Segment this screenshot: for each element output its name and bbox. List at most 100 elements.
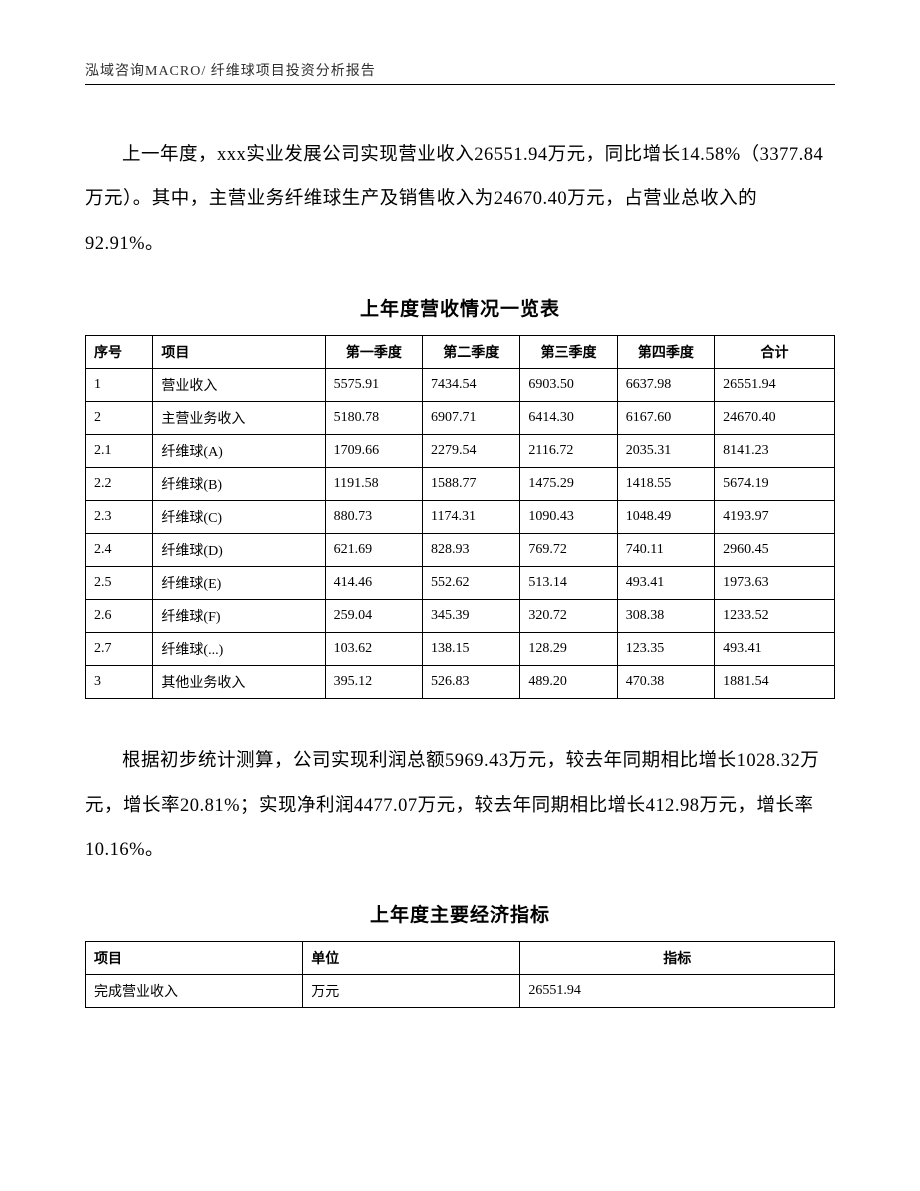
table-row: 2.6纤维球(F)259.04345.39320.72308.381233.52	[86, 600, 835, 633]
table-cell: 完成营业收入	[86, 975, 303, 1008]
col-q4: 第四季度	[617, 336, 714, 369]
table-cell: 2279.54	[423, 435, 520, 468]
table-cell: 1	[86, 369, 153, 402]
col-seq: 序号	[86, 336, 153, 369]
col-q2: 第二季度	[423, 336, 520, 369]
table-cell: 2960.45	[715, 534, 835, 567]
table-cell: 2.6	[86, 600, 153, 633]
table-cell: 6903.50	[520, 369, 617, 402]
table-cell: 1709.66	[325, 435, 422, 468]
table-row: 完成营业收入万元26551.94	[86, 975, 835, 1008]
col-indicator: 指标	[520, 942, 835, 975]
table-cell: 128.29	[520, 633, 617, 666]
table-cell: 2116.72	[520, 435, 617, 468]
table-cell: 纤维球(C)	[153, 501, 325, 534]
revenue-table: 序号 项目 第一季度 第二季度 第三季度 第四季度 合计 1营业收入5575.9…	[85, 335, 835, 699]
table-cell: 526.83	[423, 666, 520, 699]
table-cell: 5180.78	[325, 402, 422, 435]
table-cell: 345.39	[423, 600, 520, 633]
table-cell: 纤维球(...)	[153, 633, 325, 666]
table-cell: 828.93	[423, 534, 520, 567]
table-cell: 主营业务收入	[153, 402, 325, 435]
table-cell: 2	[86, 402, 153, 435]
table-row: 2.3纤维球(C)880.731174.311090.431048.494193…	[86, 501, 835, 534]
table-cell: 513.14	[520, 567, 617, 600]
table-cell: 1233.52	[715, 600, 835, 633]
table-cell: 其他业务收入	[153, 666, 325, 699]
table-cell: 纤维球(E)	[153, 567, 325, 600]
table-row: 2主营业务收入5180.786907.716414.306167.6024670…	[86, 402, 835, 435]
table-cell: 769.72	[520, 534, 617, 567]
table-cell: 纤维球(B)	[153, 468, 325, 501]
table-cell: 493.41	[715, 633, 835, 666]
table-cell: 6907.71	[423, 402, 520, 435]
col-item: 项目	[86, 942, 303, 975]
table-cell: 138.15	[423, 633, 520, 666]
col-total: 合计	[715, 336, 835, 369]
table-cell: 103.62	[325, 633, 422, 666]
table-cell: 2.7	[86, 633, 153, 666]
table-cell: 1588.77	[423, 468, 520, 501]
document-page: 泓域咨询MACRO/ 纤维球项目投资分析报告 上一年度，xxx实业发展公司实现营…	[0, 0, 920, 1088]
table-row: 2.2纤维球(B)1191.581588.771475.291418.55567…	[86, 468, 835, 501]
table-cell: 740.11	[617, 534, 714, 567]
table-cell: 纤维球(F)	[153, 600, 325, 633]
table-cell: 621.69	[325, 534, 422, 567]
table-cell: 880.73	[325, 501, 422, 534]
table-cell: 1174.31	[423, 501, 520, 534]
table-cell: 1191.58	[325, 468, 422, 501]
table-row: 2.1纤维球(A)1709.662279.542116.722035.31814…	[86, 435, 835, 468]
table-cell: 万元	[303, 975, 520, 1008]
page-header: 泓域咨询MACRO/ 纤维球项目投资分析报告	[85, 60, 835, 80]
table-cell: 414.46	[325, 567, 422, 600]
table-cell: 2.5	[86, 567, 153, 600]
table-cell: 308.38	[617, 600, 714, 633]
table-cell: 5674.19	[715, 468, 835, 501]
table-cell: 6414.30	[520, 402, 617, 435]
table-cell: 6637.98	[617, 369, 714, 402]
table-cell: 4193.97	[715, 501, 835, 534]
table-cell: 2.3	[86, 501, 153, 534]
table-cell: 营业收入	[153, 369, 325, 402]
table-row: 1营业收入5575.917434.546903.506637.9826551.9…	[86, 369, 835, 402]
indicators-table: 项目 单位 指标 完成营业收入万元26551.94	[85, 941, 835, 1008]
col-q3: 第三季度	[520, 336, 617, 369]
table2-title: 上年度主要经济指标	[85, 900, 835, 927]
table-cell: 3	[86, 666, 153, 699]
table-header-row: 序号 项目 第一季度 第二季度 第三季度 第四季度 合计	[86, 336, 835, 369]
col-item: 项目	[153, 336, 325, 369]
table-cell: 26551.94	[520, 975, 835, 1008]
table-cell: 1475.29	[520, 468, 617, 501]
table-cell: 259.04	[325, 600, 422, 633]
table-row: 2.5纤维球(E)414.46552.62513.14493.411973.63	[86, 567, 835, 600]
table-cell: 纤维球(D)	[153, 534, 325, 567]
table-cell: 1048.49	[617, 501, 714, 534]
table-cell: 26551.94	[715, 369, 835, 402]
table-cell: 5575.91	[325, 369, 422, 402]
table-cell: 6167.60	[617, 402, 714, 435]
paragraph-1: 上一年度，xxx实业发展公司实现营业收入26551.94万元，同比增长14.58…	[85, 133, 835, 266]
col-unit: 单位	[303, 942, 520, 975]
table-cell: 395.12	[325, 666, 422, 699]
table-cell: 489.20	[520, 666, 617, 699]
table-cell: 1973.63	[715, 567, 835, 600]
table-cell: 2.4	[86, 534, 153, 567]
table-cell: 470.38	[617, 666, 714, 699]
table-cell: 2.1	[86, 435, 153, 468]
table-cell: 纤维球(A)	[153, 435, 325, 468]
table-cell: 2035.31	[617, 435, 714, 468]
table-cell: 320.72	[520, 600, 617, 633]
table-cell: 552.62	[423, 567, 520, 600]
table-row: 2.7纤维球(...)103.62138.15128.29123.35493.4…	[86, 633, 835, 666]
table-cell: 493.41	[617, 567, 714, 600]
table-cell: 1090.43	[520, 501, 617, 534]
table-cell: 123.35	[617, 633, 714, 666]
table-cell: 8141.23	[715, 435, 835, 468]
col-q1: 第一季度	[325, 336, 422, 369]
table-row: 2.4纤维球(D)621.69828.93769.72740.112960.45	[86, 534, 835, 567]
table-cell: 7434.54	[423, 369, 520, 402]
table-cell: 1881.54	[715, 666, 835, 699]
table-row: 3其他业务收入395.12526.83489.20470.381881.54	[86, 666, 835, 699]
table-cell: 2.2	[86, 468, 153, 501]
header-divider	[85, 84, 835, 85]
